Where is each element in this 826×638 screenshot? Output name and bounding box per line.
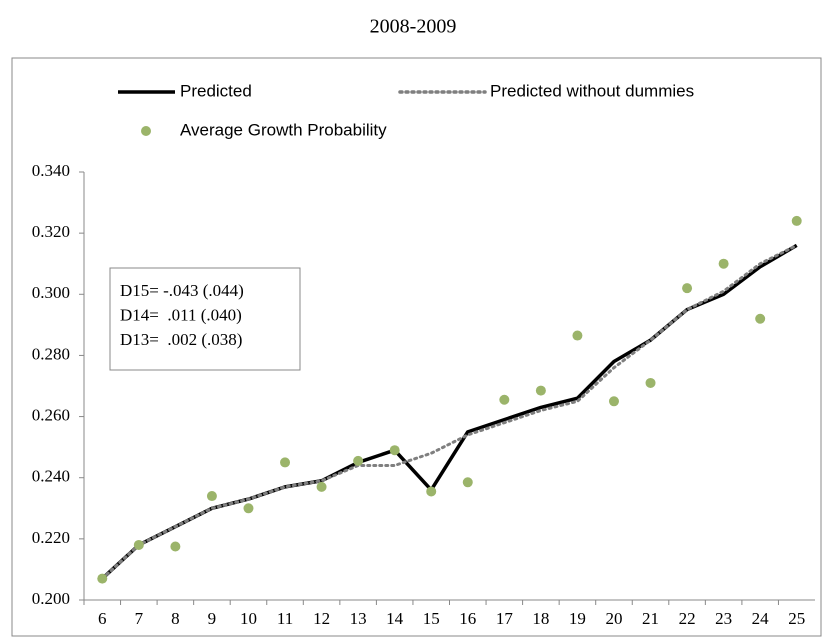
data-point [499,394,510,405]
x-tick-label: 18 [532,609,549,628]
x-tick-label: 21 [642,609,659,628]
y-tick-label: 0.300 [32,283,70,302]
x-tick-label: 6 [98,609,107,628]
x-tick-label: 20 [605,609,622,628]
annotation-box [109,267,301,371]
data-point [133,539,144,550]
data-point [572,330,583,341]
data-point [316,481,327,492]
y-tick-label: 0.220 [32,528,70,547]
legend-label: Predicted [180,81,252,100]
y-tick-label: 0.280 [32,344,70,363]
x-tick-label: 11 [277,609,293,628]
x-tick-label: 17 [496,609,514,628]
x-tick-label: 23 [715,609,732,628]
data-point [645,377,656,388]
data-point [243,503,254,514]
data-point [170,541,181,552]
annotation: D15= -.043 (.044) [120,281,244,300]
x-tick-label: 9 [208,609,217,628]
data-point [426,486,437,497]
annotation: D13= .002 (.038) [120,330,242,349]
x-tick-label: 13 [350,609,367,628]
y-tick-label: 0.260 [32,405,70,424]
data-point [535,385,546,396]
series-line [100,243,799,581]
x-tick-label: 14 [386,609,404,628]
data-point [206,491,217,502]
x-tick-label: 8 [171,609,180,628]
y-tick-label: 0.240 [32,467,70,486]
data-point [608,396,619,407]
data-point [462,477,473,488]
data-point [353,455,364,466]
y-tick-label: 0.320 [32,222,70,241]
legend-marker [141,126,151,136]
data-point [755,313,766,324]
x-tick-label: 12 [313,609,330,628]
x-tick-label: 19 [569,609,586,628]
x-tick-label: 10 [240,609,257,628]
x-tick-label: 25 [788,609,805,628]
x-tick-label: 24 [752,609,770,628]
legend-label: Predicted without dummies [490,81,694,100]
annotation: D14= .011 (.040) [120,305,242,324]
legend-label: Average Growth Probability [180,120,387,139]
x-tick-label: 22 [679,609,696,628]
data-point [280,457,291,468]
chart-title: 2008-2009 [370,16,457,38]
y-tick-label: 0.340 [32,161,70,180]
data-point [682,283,693,294]
x-tick-label: 15 [423,609,440,628]
chart-frame [11,57,822,637]
data-point [718,258,729,269]
data-point [389,445,400,456]
x-tick-label: 16 [459,609,476,628]
data-point [791,215,802,226]
data-point [97,573,108,584]
x-tick-label: 7 [135,609,144,628]
y-tick-label: 0.200 [32,589,70,608]
